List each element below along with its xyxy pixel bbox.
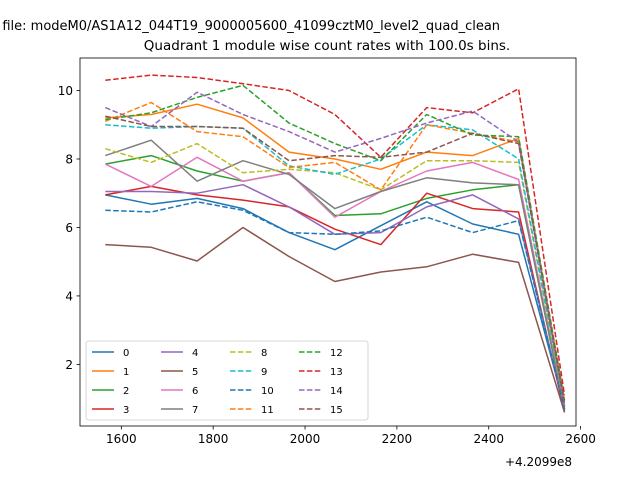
- x-tick-label: 2400: [473, 432, 504, 446]
- y-tick-label: 2: [65, 358, 73, 372]
- legend-label-5: 5: [192, 367, 198, 378]
- legend-label-11: 11: [261, 405, 274, 416]
- y-axis-ticks: 2 4 6 8 10: [58, 84, 80, 372]
- y-tick-label: 8: [65, 152, 73, 166]
- x-offset-label: +4.2099e8: [505, 455, 572, 469]
- series-line-1: [105, 103, 566, 403]
- y-tick-label: 6: [65, 221, 73, 235]
- series-line-15: [105, 115, 566, 404]
- x-tick-label: 2000: [290, 432, 321, 446]
- legend-label-14: 14: [330, 386, 343, 397]
- legend-label-1: 1: [123, 367, 129, 378]
- series-line-13: [105, 74, 566, 396]
- legend-label-15: 15: [330, 405, 343, 416]
- series-layer: [104, 74, 566, 413]
- series-line-12: [105, 84, 566, 401]
- x-tick-label: 2600: [565, 432, 596, 446]
- series-line-2: [105, 154, 566, 411]
- x-tick-label: 2200: [382, 432, 413, 446]
- x-tick-label: 1800: [198, 432, 229, 446]
- legend-label-12: 12: [330, 348, 343, 359]
- series-line-4: [105, 183, 566, 410]
- legend-label-2: 2: [123, 386, 129, 397]
- legend-label-7: 7: [192, 405, 198, 416]
- legend-label-0: 0: [123, 348, 129, 359]
- legend-label-3: 3: [123, 405, 129, 416]
- legend-label-4: 4: [192, 348, 198, 359]
- series-line-5: [105, 226, 566, 413]
- x-axis-ticks: 1600 1800 2000 2200 2400 2600: [106, 426, 596, 446]
- y-tick-label: 4: [65, 289, 73, 303]
- series-line-14: [105, 91, 566, 406]
- y-tick-label: 10: [58, 84, 73, 98]
- chart-title: Quadrant 1 module wise count rates with …: [144, 38, 510, 54]
- page-title: n file: modeM0/AS1A12_044T19_9000005600_…: [0, 19, 500, 34]
- series-line-0: [105, 194, 566, 408]
- legend-label-9: 9: [261, 367, 267, 378]
- series-line-7: [105, 139, 566, 410]
- axes-frame: [79, 57, 577, 427]
- legend-label-13: 13: [330, 367, 343, 378]
- series-line-9: [105, 124, 566, 406]
- legend-label-8: 8: [261, 348, 267, 359]
- series-line-8: [105, 142, 566, 408]
- legend-label-10: 10: [261, 386, 274, 397]
- legend-label-6: 6: [192, 386, 198, 397]
- legend-box: [85, 340, 369, 421]
- x-tick-label: 1600: [106, 432, 137, 446]
